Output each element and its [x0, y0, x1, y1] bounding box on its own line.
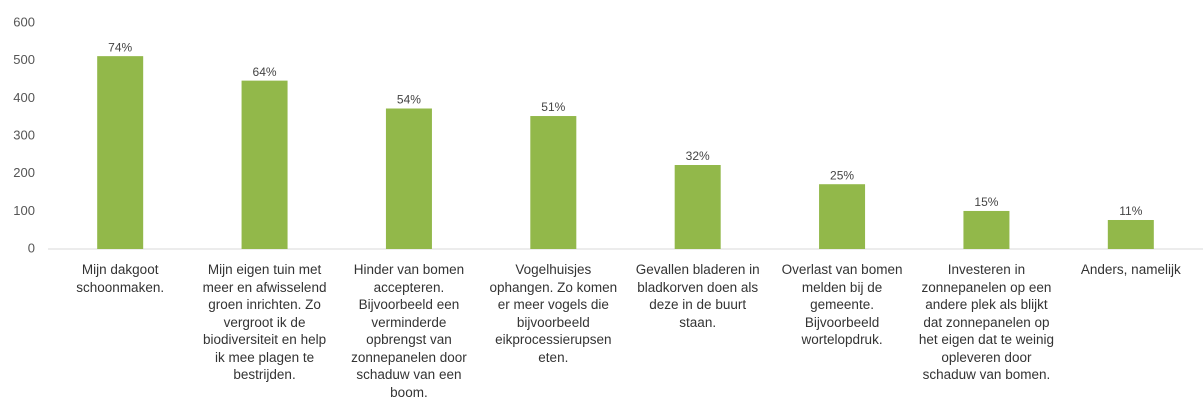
data-label: 74%	[108, 40, 132, 54]
bar	[385, 108, 432, 250]
data-label: 54%	[397, 93, 421, 107]
x-tick-label: Mijn dakgoot schoonmaken.	[76, 262, 165, 295]
y-tick-label: 300	[13, 127, 35, 142]
bar	[1107, 219, 1154, 249]
data-label: 64%	[253, 65, 277, 79]
x-tick-label: Mijn eigen tuin met meer en afwisselend …	[202, 262, 327, 382]
y-tick-label: 600	[13, 14, 35, 29]
x-tick-label: Vogelhuisjes ophangen. Zo komen er meer …	[489, 262, 618, 365]
bar	[963, 210, 1010, 249]
y-tick-label: 200	[13, 165, 35, 180]
bar	[97, 56, 144, 249]
bar	[674, 165, 721, 249]
x-tick-label: Investeren in zonnepanelen op een andere…	[918, 262, 1054, 382]
x-tick-label: Anders, namelijk	[1080, 262, 1181, 277]
x-tick-label: Hinder van bomen accepteren. Bijvoorbeel…	[351, 262, 467, 400]
data-label: 51%	[541, 100, 565, 114]
x-tick-label: Overlast van bomen melden bij de gemeent…	[781, 262, 903, 347]
data-label: 11%	[1119, 204, 1142, 218]
y-tick-label: 500	[13, 52, 35, 67]
y-tick-label: 100	[13, 203, 35, 218]
x-tick-label: Gevallen bladeren in bladkorven doen als…	[635, 262, 760, 330]
data-label: 15%	[974, 195, 998, 209]
bar	[819, 184, 866, 249]
data-label: 32%	[686, 149, 710, 163]
y-tick-label: 0	[28, 240, 35, 255]
bar	[530, 116, 577, 249]
bar	[241, 80, 288, 249]
data-label: 25%	[830, 168, 854, 182]
y-tick-label: 400	[13, 90, 35, 105]
